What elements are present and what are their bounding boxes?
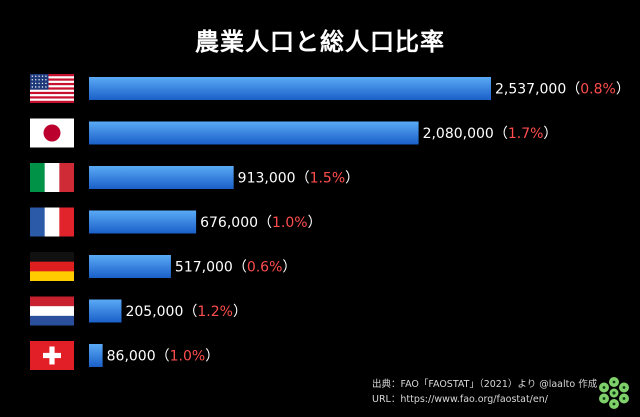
value-label: 676,000 bbox=[200, 215, 258, 231]
ratio-open-paren: （ bbox=[156, 349, 170, 365]
ratio-label: 1.0% bbox=[272, 215, 308, 231]
bar-label-france: 676,000（1.0%） bbox=[200, 215, 321, 231]
source-citation: 出典：FAO「FAOSTAT」（2021）より @laalto 作成 bbox=[372, 379, 598, 390]
bar-italy bbox=[89, 166, 234, 189]
flag-japan-icon bbox=[30, 118, 74, 148]
ratio-close-paren: ） bbox=[543, 126, 557, 142]
ratio-label: 1.7% bbox=[508, 126, 544, 142]
ratio-label: 1.5% bbox=[310, 171, 346, 187]
chart-title: 農業人口と総人口比率 bbox=[195, 28, 445, 56]
ratio-open-paren: （ bbox=[296, 171, 310, 187]
ratio-close-paren: ） bbox=[308, 215, 322, 231]
value-label: 2,537,000 bbox=[495, 82, 566, 98]
bar-japan bbox=[89, 121, 419, 145]
flag-france-icon bbox=[30, 207, 74, 237]
bar-label-italy: 913,000（1.5%） bbox=[238, 171, 359, 187]
ratio-close-paren: ） bbox=[233, 304, 247, 320]
source-url: URL：https://www.fao.org/faostat/en/ bbox=[372, 394, 548, 405]
flag-germany-icon bbox=[30, 252, 74, 281]
ratio-label: 0.8% bbox=[580, 82, 616, 98]
flag-netherlands-icon bbox=[30, 296, 74, 326]
ratio-label: 1.2% bbox=[197, 304, 233, 320]
bar-label-netherlands: 205,000（1.2%） bbox=[125, 304, 246, 320]
ratio-close-paren: ） bbox=[345, 171, 359, 187]
value-label: 205,000 bbox=[125, 304, 183, 320]
ratio-close-paren: ） bbox=[205, 349, 219, 365]
clover-logo-icon bbox=[599, 377, 629, 409]
bar-usa bbox=[89, 77, 491, 100]
ratio-label: 0.6% bbox=[247, 260, 283, 276]
ratio-open-paren: （ bbox=[494, 126, 508, 142]
flag-usa-icon bbox=[30, 74, 74, 103]
bar-label-japan: 2,080,000（1.7%） bbox=[423, 126, 558, 142]
bar-label-switzerland: 86,000（1.0%） bbox=[107, 349, 220, 365]
ratio-close-paren: ） bbox=[616, 82, 630, 98]
ratio-open-paren: （ bbox=[566, 82, 580, 98]
bar-france bbox=[89, 210, 197, 234]
value-label: 2,080,000 bbox=[423, 126, 494, 142]
flag-switzerland-icon bbox=[30, 341, 74, 370]
ratio-open-paren: （ bbox=[183, 304, 197, 320]
ratio-open-paren: （ bbox=[258, 215, 272, 231]
ratio-label: 1.0% bbox=[170, 349, 206, 365]
value-label: 86,000 bbox=[107, 349, 156, 365]
source-note: 出典：FAO「FAOSTAT」（2021）より @laalto 作成 URL：h… bbox=[372, 377, 597, 407]
value-label: 913,000 bbox=[238, 171, 296, 187]
ratio-close-paren: ） bbox=[282, 260, 296, 276]
ratio-open-paren: （ bbox=[233, 260, 247, 276]
bar-label-germany: 517,000（0.6%） bbox=[175, 260, 296, 276]
bar-germany bbox=[89, 255, 171, 278]
bar-netherlands bbox=[89, 299, 122, 323]
value-label: 517,000 bbox=[175, 260, 233, 276]
bar-label-usa: 2,537,000（0.8%） bbox=[495, 82, 630, 98]
flag-italy-icon bbox=[30, 163, 74, 192]
bar-switzerland bbox=[89, 344, 103, 367]
